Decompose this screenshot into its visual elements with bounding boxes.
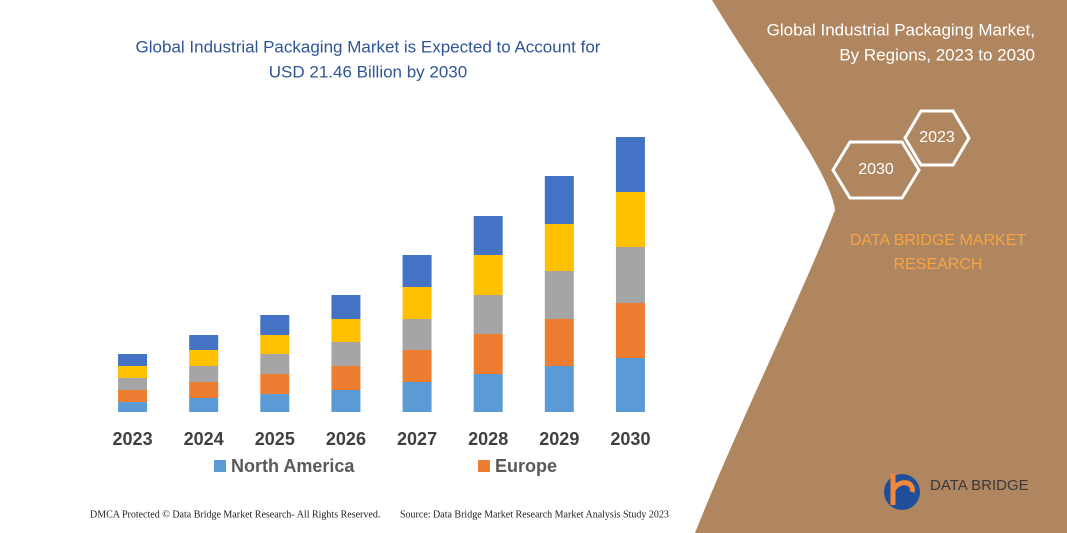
bar-segment <box>260 374 290 394</box>
x-tick-label: 2025 <box>255 429 295 449</box>
bar-segment <box>544 271 574 319</box>
bar-segment <box>189 350 219 366</box>
bar-segment <box>118 402 148 412</box>
footer-right: Source: Data Bridge Market Research Mark… <box>400 509 669 520</box>
side-panel <box>695 0 1067 533</box>
bar-segment <box>402 319 432 350</box>
bar-segment <box>331 366 361 390</box>
x-tick-label: 2023 <box>113 429 153 449</box>
x-tick-label: 2024 <box>184 429 224 449</box>
logo-icon <box>884 474 920 510</box>
bar-segment <box>118 354 148 366</box>
chart-title: USD 21.46 Billion by 2030 <box>269 62 467 81</box>
panel-title: Global Industrial Packaging Market, <box>767 20 1035 39</box>
bar-segment <box>331 342 361 366</box>
bar-segment <box>544 319 574 366</box>
bar-segment <box>473 374 503 412</box>
bar-segment <box>260 335 290 354</box>
bar-segment <box>118 366 148 378</box>
bar-segment <box>473 255 503 295</box>
bar-segment <box>331 319 361 342</box>
legend-swatch <box>478 460 490 472</box>
bar-segment <box>615 137 645 192</box>
legend-label: Europe <box>495 456 557 476</box>
footer-left: DMCA Protected © Data Bridge Market Rese… <box>90 509 380 520</box>
bar-segment <box>615 247 645 303</box>
bar-segment <box>473 295 503 334</box>
bar-segment <box>544 176 574 224</box>
hexagon <box>903 109 971 167</box>
bar-segment <box>260 315 290 335</box>
bar-segment <box>331 390 361 412</box>
brand-text: DATA BRIDGE MARKET <box>850 232 1027 249</box>
bar-segment <box>189 335 219 350</box>
bar-segment <box>118 390 148 402</box>
bar-segment <box>118 378 148 390</box>
badge-label: 2030 <box>858 161 894 178</box>
bar-segment <box>615 192 645 247</box>
bar-segment <box>402 382 432 412</box>
x-tick-label: 2026 <box>326 429 366 449</box>
x-tick-label: 2029 <box>539 429 579 449</box>
brand-text: RESEARCH <box>894 256 983 273</box>
legend-swatch <box>214 460 226 472</box>
bar-segment <box>544 366 574 412</box>
bar-segment <box>189 398 219 412</box>
bar-segment <box>260 394 290 412</box>
bar-segment <box>402 350 432 382</box>
bar-segment <box>473 216 503 255</box>
bar-segment <box>473 334 503 374</box>
bar-segment <box>402 287 432 319</box>
bar-segment <box>615 358 645 412</box>
chart-title: Global Industrial Packaging Market is Ex… <box>136 37 601 56</box>
logo-icon <box>890 474 915 505</box>
x-tick-label: 2028 <box>468 429 508 449</box>
bar-segment <box>544 224 574 271</box>
legend-label: North America <box>231 456 355 476</box>
bar-segment <box>189 366 219 382</box>
badge-label: 2023 <box>919 129 955 146</box>
panel-title: By Regions, 2023 to 2030 <box>839 45 1035 64</box>
hexagon <box>831 140 921 200</box>
bar-segment <box>189 382 219 398</box>
bar-segment <box>402 255 432 287</box>
bar-segment <box>260 354 290 374</box>
logo-text: DATA BRIDGE <box>930 477 1029 494</box>
bar-segment <box>615 303 645 358</box>
x-tick-label: 2027 <box>397 429 437 449</box>
bar-segment <box>331 295 361 319</box>
x-tick-label: 2030 <box>610 429 650 449</box>
